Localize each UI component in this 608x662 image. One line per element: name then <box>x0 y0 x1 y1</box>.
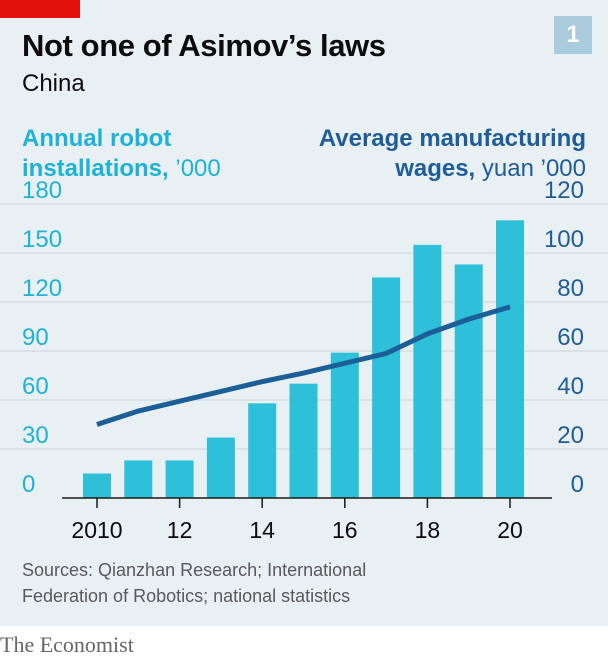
left-tick-label: 30 <box>22 422 49 449</box>
left-tick-label: 0 <box>22 471 35 498</box>
right-axis-label-line1: Average manufacturing <box>318 125 586 152</box>
bar <box>165 460 194 498</box>
bar <box>248 403 277 498</box>
left-tick-label: 60 <box>22 373 49 400</box>
bar <box>330 352 359 498</box>
bar <box>496 220 524 499</box>
chart-number-badge: 1 <box>554 16 592 54</box>
bar <box>372 277 401 498</box>
chart-plot: 0 30 60 90 120 150 180 0 20 40 60 80 100 120 2010 12 14 1… <box>0 177 608 543</box>
chart-panel: Not one of Asimov’s laws China 1 Annual … <box>0 0 608 626</box>
left-axis-label: Annual robot installations, ’000 <box>22 124 221 184</box>
publisher-logo: The Economist <box>0 632 134 657</box>
right-tick-label: 120 <box>544 177 584 204</box>
right-axis-label-line2: wages, <box>395 155 476 182</box>
left-tick-label: 90 <box>22 324 49 351</box>
x-tick-label: 14 <box>249 517 275 543</box>
bar <box>289 383 318 498</box>
wages-line <box>96 304 511 427</box>
chart-subtitle: China <box>22 70 85 97</box>
left-tick-label: 180 <box>22 177 62 204</box>
source-note: Sources: Qianzhan Research; Internationa… <box>22 560 367 606</box>
x-tick-label: 16 <box>332 517 358 543</box>
right-tick-label: 20 <box>557 422 584 449</box>
bar <box>206 437 235 498</box>
right-tick-label: 60 <box>557 324 584 351</box>
left-tick-label: 150 <box>22 226 62 253</box>
bar <box>454 264 483 498</box>
left-axis-label-line2: installations, <box>22 155 169 182</box>
left-tick-label: 120 <box>22 275 62 302</box>
x-tick-label: 20 <box>497 517 523 543</box>
right-axis-unit: yuan ’000 <box>475 155 586 182</box>
right-tick-label: 80 <box>557 275 584 302</box>
x-tick-label: 18 <box>415 517 441 543</box>
brand-red-bar <box>0 0 80 18</box>
bar <box>124 460 153 498</box>
right-tick-label: 40 <box>557 373 584 400</box>
bar <box>83 473 111 498</box>
x-tick-label: 12 <box>167 517 193 543</box>
left-axis-unit: ’000 <box>168 155 221 182</box>
x-tick-label: 2010 <box>71 517 122 543</box>
bar <box>413 244 442 498</box>
right-axis-label: Average manufacturing wages, yuan ’000 <box>319 124 586 184</box>
right-tick-label: 0 <box>571 471 584 498</box>
left-axis-label-line1: Annual robot <box>22 125 172 152</box>
right-tick-label: 100 <box>544 226 584 253</box>
chart-title: Not one of Asimov’s laws <box>22 28 386 63</box>
